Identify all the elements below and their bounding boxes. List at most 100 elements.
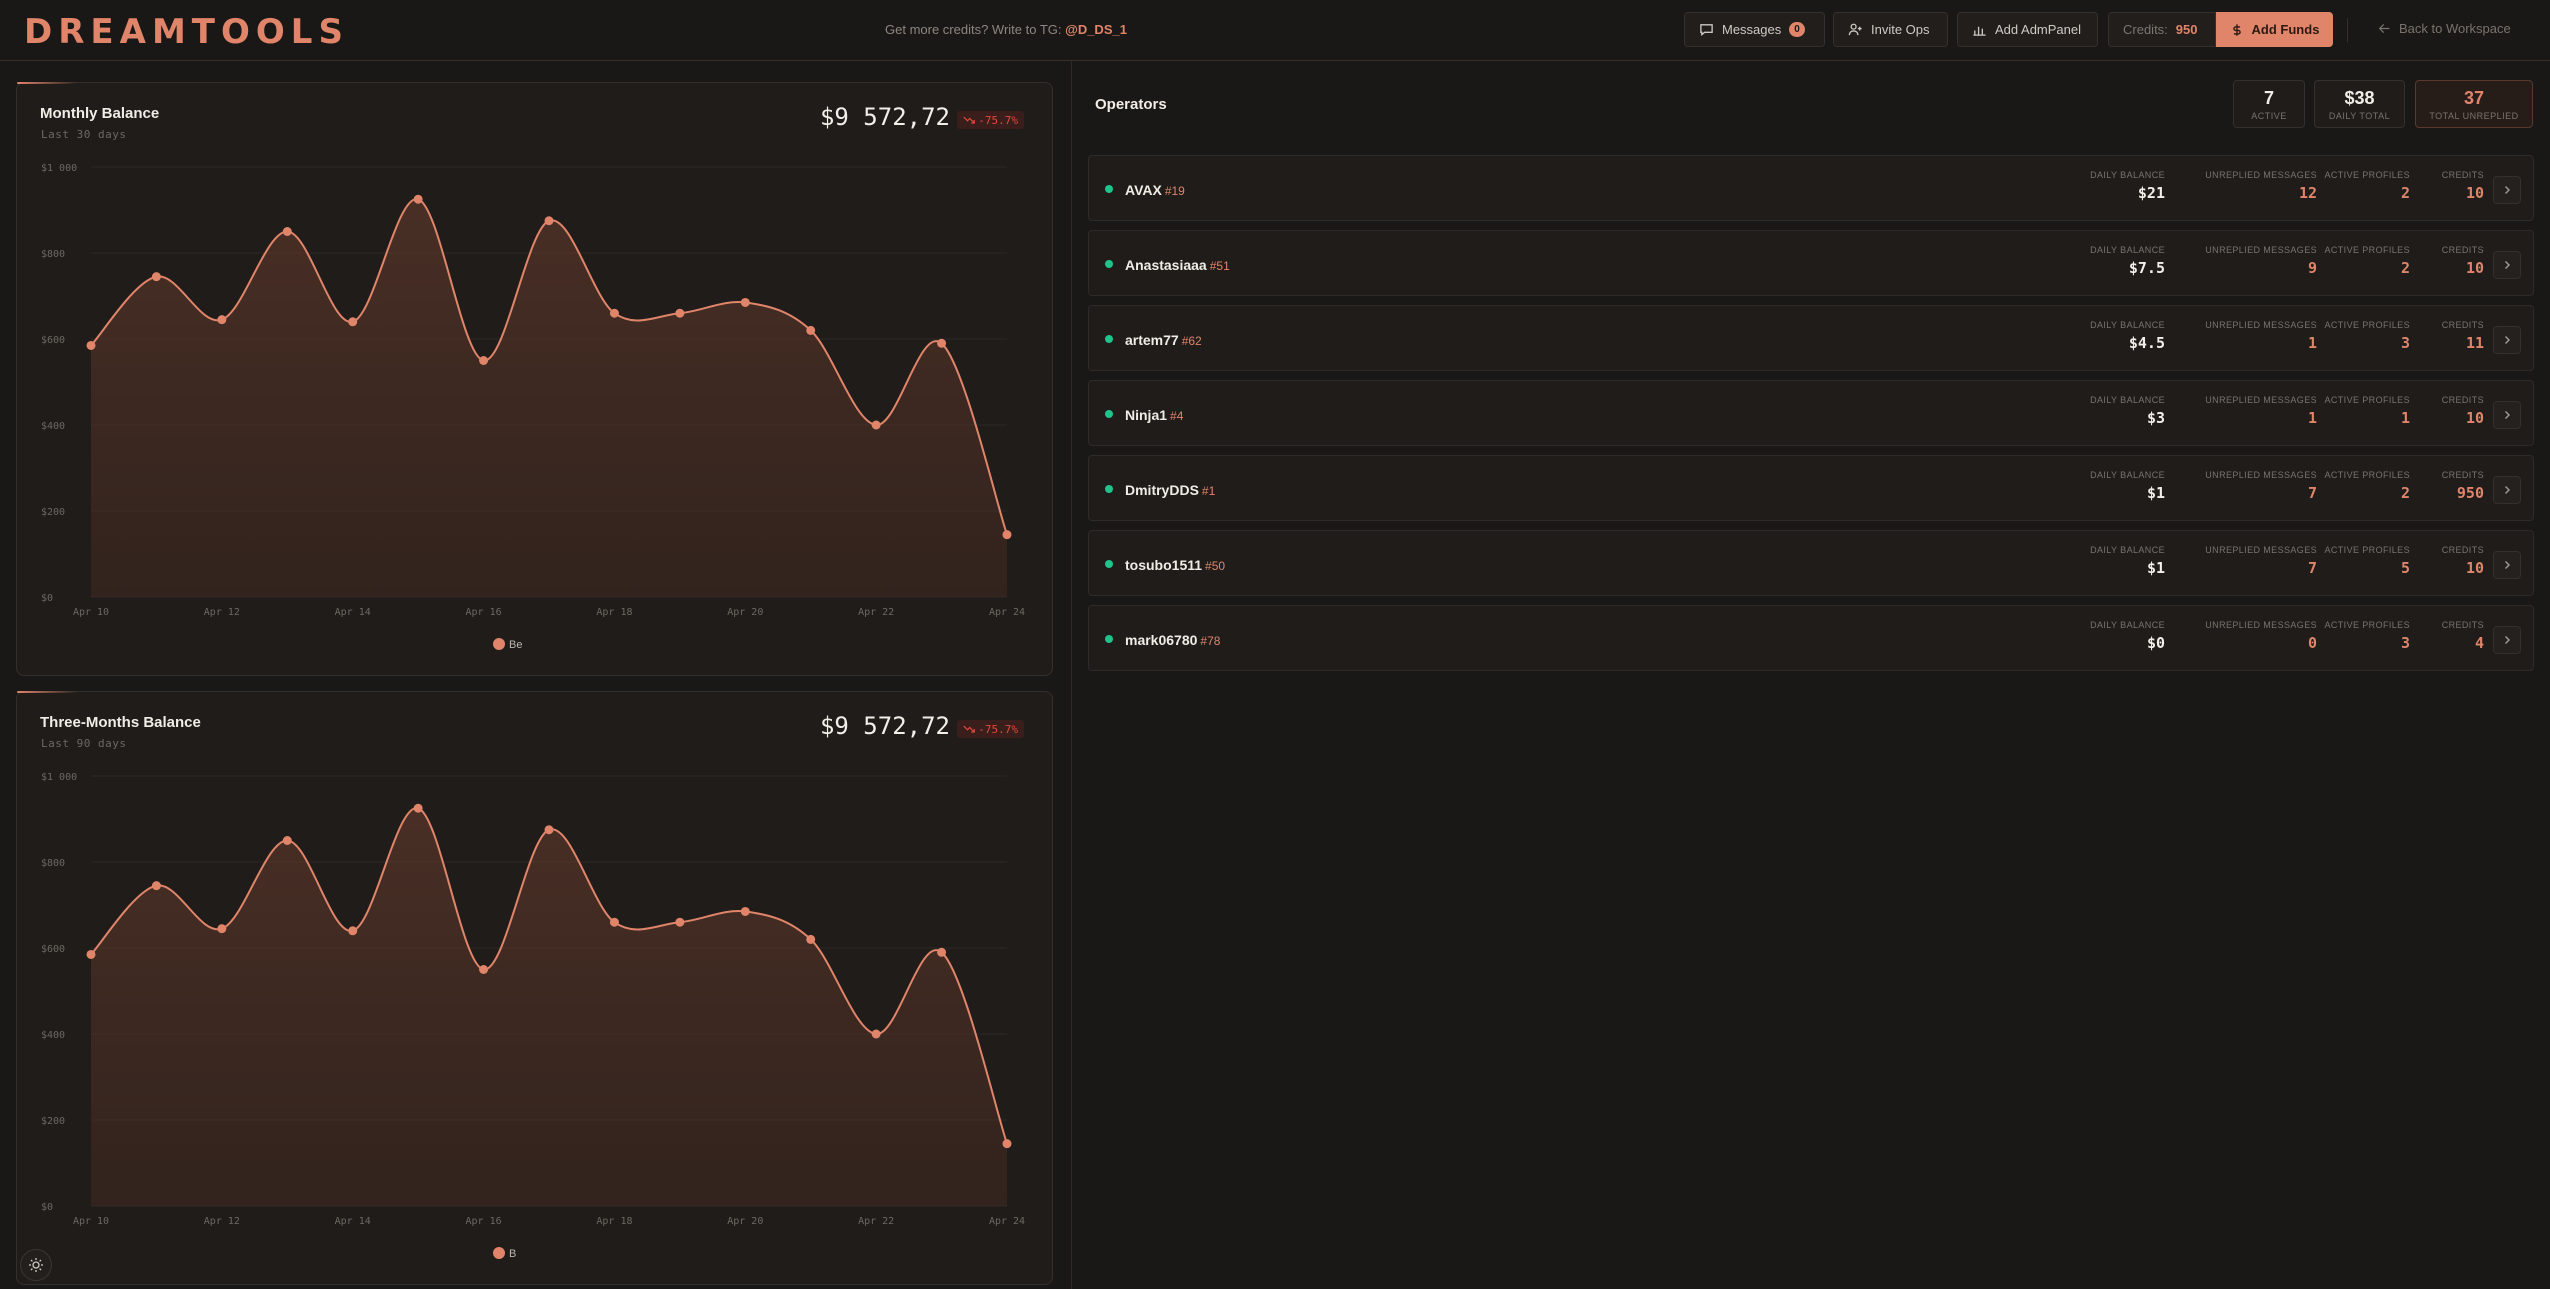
- data-point[interactable]: [740, 297, 750, 307]
- data-point[interactable]: [871, 1029, 881, 1039]
- data-point[interactable]: [871, 420, 881, 430]
- x-tick-label: Apr 16: [466, 607, 502, 618]
- delta-badge: -75.7%: [957, 111, 1024, 129]
- series-area: [91, 199, 1007, 597]
- online-status-dot: [1105, 410, 1113, 418]
- metric-daily-balance: DAILY BALANCE $7.5: [2090, 245, 2165, 277]
- metric-label: CREDITS: [2441, 245, 2484, 255]
- metric-label: DAILY BALANCE: [2090, 320, 2165, 330]
- operator-row[interactable]: Anastasiaaa #51 DAILY BALANCE $7.5 UNREPL…: [1088, 230, 2534, 296]
- open-operator-button[interactable]: [2493, 176, 2521, 204]
- operator-name[interactable]: Anastasiaaa #51: [1125, 257, 1230, 273]
- operator-id: #78: [1200, 634, 1221, 648]
- chevron-right-icon: [2505, 636, 2510, 644]
- messages-button[interactable]: Messages 0: [1684, 12, 1825, 47]
- open-operator-button[interactable]: [2493, 551, 2521, 579]
- add-admpanel-button[interactable]: Add AdmPanel: [1957, 12, 2098, 47]
- operator-id: #1: [1201, 484, 1216, 498]
- online-status-dot: [1105, 260, 1113, 268]
- operator-row[interactable]: mark06780 #78 DAILY BALANCE $0 UNREPLIED …: [1088, 605, 2534, 671]
- data-point[interactable]: [479, 965, 489, 974]
- trending-down-icon: [963, 725, 976, 733]
- top-header: DREAMTOOLS Get more credits? Write to TG…: [0, 0, 2550, 61]
- data-point[interactable]: [544, 216, 554, 226]
- metric-credits: CREDITS 10: [2442, 170, 2484, 202]
- data-point[interactable]: [217, 924, 227, 934]
- dollar-icon: [2232, 23, 2241, 36]
- card-subtitle: Last 30 days: [41, 128, 127, 141]
- operator-row[interactable]: AVAX #19 DAILY BALANCE $21 UNREPLIED MESS…: [1088, 155, 2534, 221]
- metric-value: $1: [2146, 559, 2165, 577]
- stat-label: TOTAL UNREPLIED: [2429, 111, 2519, 121]
- data-point[interactable]: [86, 340, 96, 350]
- metric-value: 950: [2456, 484, 2484, 502]
- promo-message: Get more credits? Write to TG:: [885, 22, 1062, 37]
- data-point[interactable]: [413, 803, 423, 813]
- open-operator-button[interactable]: [2493, 326, 2521, 354]
- data-point[interactable]: [479, 356, 489, 365]
- data-point[interactable]: [151, 272, 161, 282]
- operator-name[interactable]: DmitryDDS #1: [1125, 482, 1215, 498]
- promo-handle[interactable]: @D_DS_1: [1065, 22, 1127, 37]
- chevron-right-icon: [2505, 186, 2510, 194]
- data-point[interactable]: [806, 934, 816, 944]
- data-point[interactable]: [806, 325, 816, 335]
- metric-label: CREDITS: [2441, 620, 2484, 630]
- operator-name[interactable]: Ninja1 #4: [1125, 407, 1183, 423]
- operator-name-text: artem77: [1125, 332, 1179, 348]
- online-status-dot: [1105, 185, 1113, 193]
- metric-credits: CREDITS 950: [2442, 470, 2484, 502]
- metric-unreplied: UNREPLIED MESSAGES 0: [2205, 620, 2317, 652]
- data-point[interactable]: [675, 917, 685, 927]
- operator-row[interactable]: Ninja1 #4 DAILY BALANCE $3 UNREPLIED MESS…: [1088, 380, 2534, 446]
- data-point[interactable]: [151, 881, 161, 891]
- data-point[interactable]: [609, 308, 619, 318]
- invite-ops-button[interactable]: Invite Ops: [1833, 12, 1948, 47]
- data-point[interactable]: [544, 825, 554, 835]
- metric-credits: CREDITS 11: [2442, 320, 2484, 352]
- data-point[interactable]: [937, 947, 947, 957]
- operator-name[interactable]: tosubo1511 #50: [1125, 557, 1225, 573]
- metric-value: 10: [2465, 409, 2484, 427]
- metric-label: CREDITS: [2441, 170, 2484, 180]
- metric-credits: CREDITS 10: [2442, 395, 2484, 427]
- open-operator-button[interactable]: [2493, 251, 2521, 279]
- metric-unreplied: UNREPLIED MESSAGES 7: [2205, 545, 2317, 577]
- app-logo[interactable]: DREAMTOOLS: [24, 12, 349, 52]
- data-point[interactable]: [937, 338, 947, 348]
- back-to-workspace-link[interactable]: Back to Workspace: [2378, 21, 2511, 36]
- data-point[interactable]: [609, 917, 619, 927]
- metric-value: 7: [2307, 559, 2317, 577]
- operator-row[interactable]: artem77 #62 DAILY BALANCE $4.5 UNREPLIED …: [1088, 305, 2534, 371]
- metric-value: $3: [2146, 409, 2165, 427]
- data-point[interactable]: [675, 308, 685, 318]
- legend-swatch: [493, 638, 505, 650]
- data-point[interactable]: [348, 926, 358, 936]
- operator-name[interactable]: mark06780 #78: [1125, 632, 1220, 648]
- data-point[interactable]: [413, 194, 423, 204]
- data-point[interactable]: [1002, 530, 1012, 540]
- data-point[interactable]: [740, 906, 750, 916]
- data-point[interactable]: [217, 315, 227, 325]
- data-point[interactable]: [1002, 1139, 1012, 1149]
- metric-label: ACTIVE PROFILES: [2324, 245, 2410, 255]
- data-point[interactable]: [282, 227, 292, 236]
- open-operator-button[interactable]: [2493, 476, 2521, 504]
- operator-row[interactable]: tosubo1511 #50 DAILY BALANCE $1 UNREPLIED…: [1088, 530, 2534, 596]
- x-tick-label: Apr 14: [335, 1216, 371, 1227]
- data-point[interactable]: [282, 836, 292, 845]
- stat-value: $38: [2344, 88, 2375, 108]
- metric-label: ACTIVE PROFILES: [2324, 170, 2410, 180]
- open-operator-button[interactable]: [2493, 626, 2521, 654]
- operator-row[interactable]: DmitryDDS #1 DAILY BALANCE $1 UNREPLIED M…: [1088, 455, 2534, 521]
- data-point[interactable]: [86, 949, 96, 959]
- metric-value: $7.5: [2128, 259, 2165, 277]
- theme-toggle-button[interactable]: [20, 1249, 52, 1281]
- operator-name[interactable]: AVAX #19: [1125, 182, 1185, 198]
- metric-label: CREDITS: [2441, 545, 2484, 555]
- stat-total-unreplied: 37 TOTAL UNREPLIED: [2415, 80, 2533, 128]
- operator-name[interactable]: artem77 #62: [1125, 332, 1202, 348]
- data-point[interactable]: [348, 317, 358, 327]
- open-operator-button[interactable]: [2493, 401, 2521, 429]
- add-funds-button[interactable]: Add Funds: [2216, 12, 2333, 47]
